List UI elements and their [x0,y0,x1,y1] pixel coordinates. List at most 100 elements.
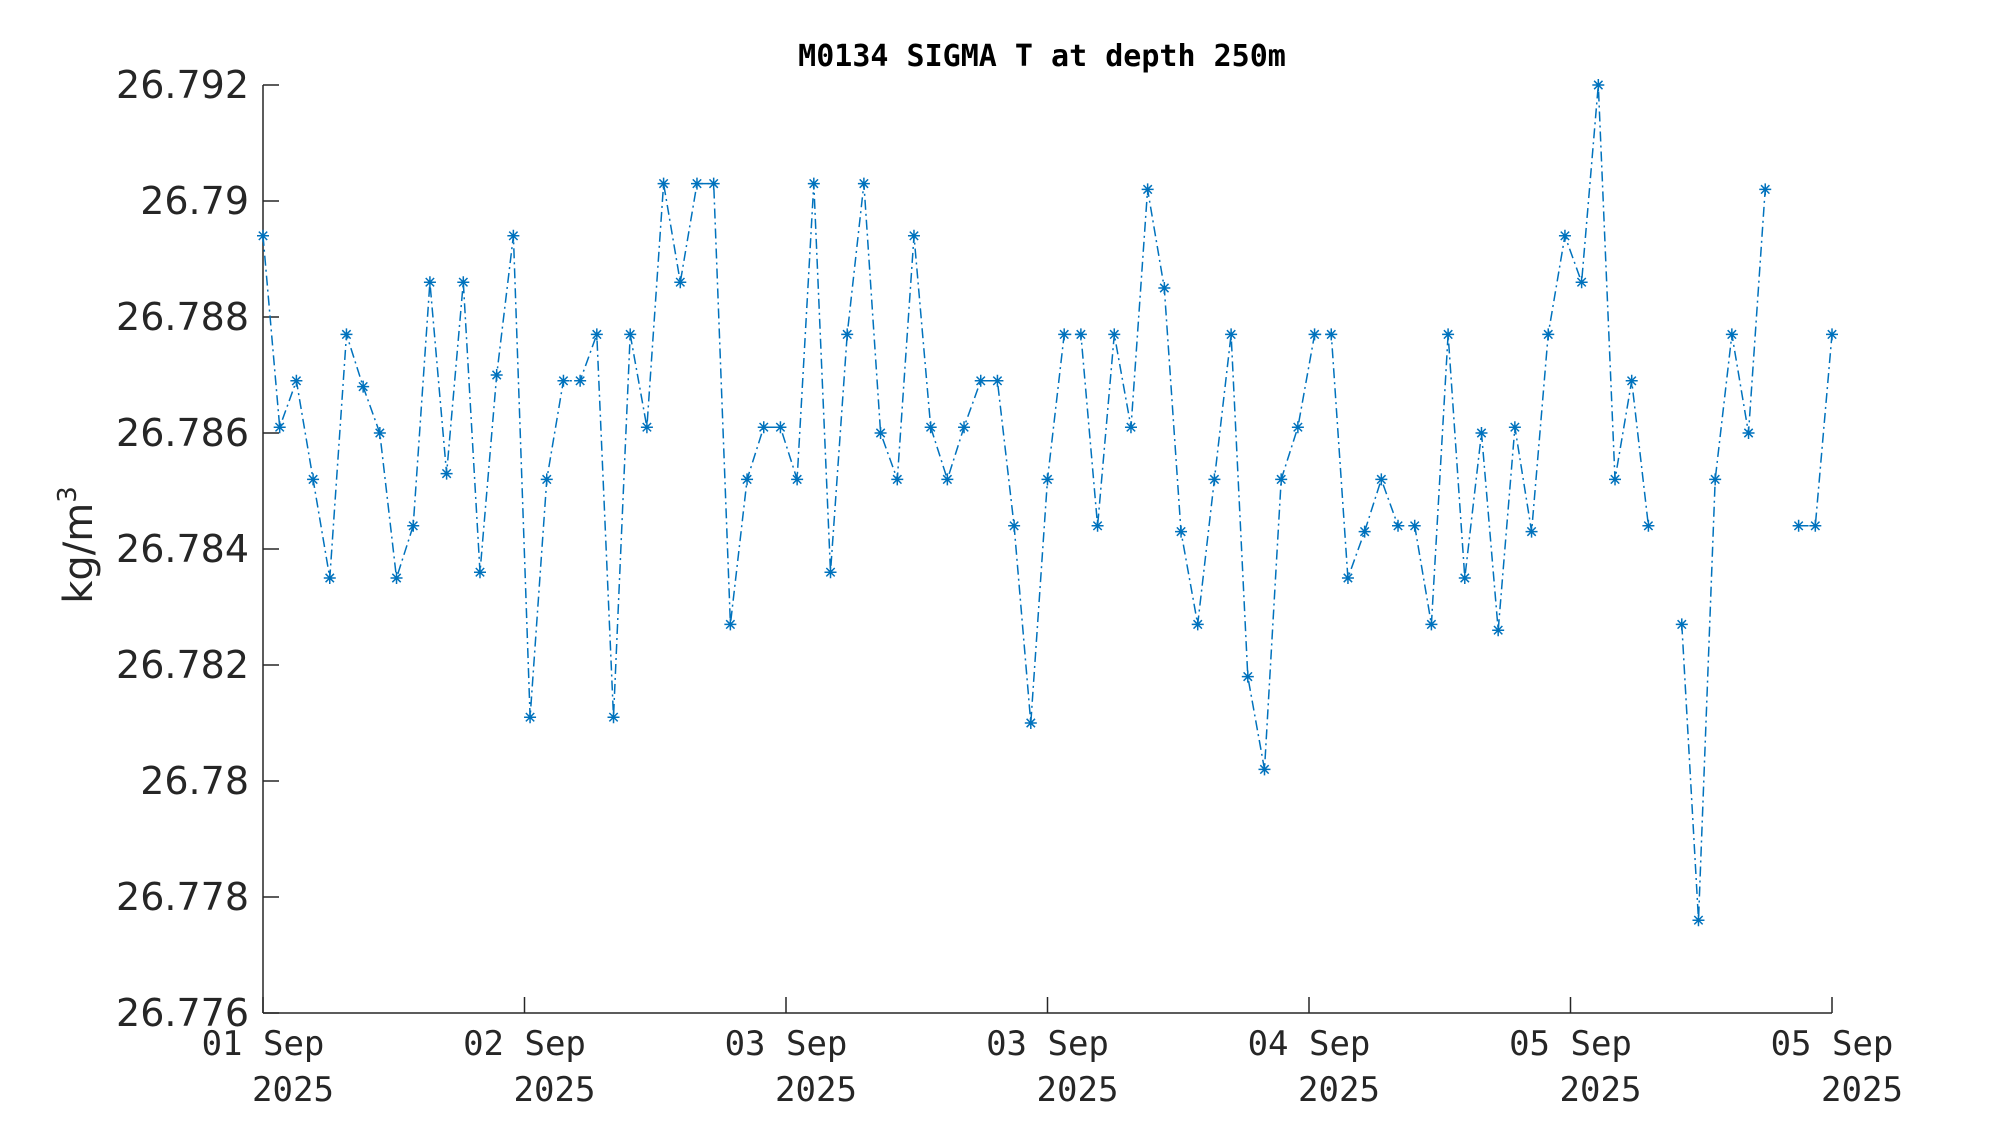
data-point [273,421,286,434]
data-point [874,427,887,439]
data-point [1225,328,1238,341]
x-tick-label-year: 2025 [775,1070,857,1110]
data-point [1008,519,1021,532]
chart-title: M0134 SIGMA T at depth 250m [798,39,1286,74]
data-point [907,229,920,242]
data-point [1525,525,1538,538]
y-tick-label: 26.788 [116,295,249,339]
y-tick-label: 26.79 [140,179,249,223]
data-point [524,711,537,724]
series-line [1681,189,1766,921]
x-tick-label-date: 01 Sep [202,1024,325,1064]
data-point [473,566,486,579]
data-point [1191,618,1204,631]
svg-text:kg/m3: kg/m3 [53,486,102,604]
data-point [724,618,737,631]
data-point [1258,763,1271,776]
data-point [1592,79,1605,91]
y-axis-label: kg/m3 [53,486,102,604]
y-tick-label: 26.78 [140,759,249,803]
y-tick-label: 26.792 [116,63,249,107]
data-point [1692,914,1705,927]
data-point [640,421,653,434]
data-point [574,374,587,387]
y-axis-label-text: kg/m [56,503,102,604]
data-point [1325,328,1338,341]
data-point [690,177,703,190]
data-point [857,177,870,190]
data-point [1542,328,1555,341]
data-point [357,380,370,393]
data-point [1809,519,1822,532]
y-axis-ticks: 26.776 26.778 26.78 26.782 26.784 26.786 26.78… [116,63,279,1035]
data-point [1625,374,1638,387]
data-point [674,276,687,289]
x-tick-label-year: 2025 [514,1070,596,1110]
x-tick-label-year: 2025 [1298,1070,1380,1110]
data-point [340,328,353,341]
x-tick-label-year: 2025 [1037,1070,1119,1110]
data-point [924,421,937,434]
data-point [1442,328,1455,341]
plot-area [257,79,1838,927]
data-point [407,519,420,532]
series-line [262,84,1650,770]
data-point [1675,618,1688,631]
data-point [1124,421,1137,434]
data-point [1091,519,1104,532]
data-point [1609,473,1622,486]
data-point [1141,183,1154,196]
data-point [741,473,754,486]
data-point [1826,328,1838,341]
data-point [1041,473,1054,486]
data-point [1408,519,1421,532]
data-point [774,421,787,434]
data-point [824,566,837,579]
x-tick-label-date: 05 Sep [1509,1024,1632,1064]
data-point [791,473,804,486]
x-tick-label-date: 02 Sep [463,1024,586,1064]
data-point [1475,427,1488,439]
data-point [1392,519,1405,532]
x-tick-label-year: 2025 [1821,1070,1903,1110]
data-point [1074,328,1087,341]
y-tick-label: 26.786 [116,411,249,455]
data-point [1208,473,1221,486]
data-point [307,473,320,486]
data-point [1275,473,1288,486]
data-point [423,276,436,289]
data-point [941,473,954,486]
data-point [757,421,770,434]
data-point [1709,473,1722,486]
data-point [1024,717,1037,729]
data-point [707,177,720,190]
data-point [1558,229,1571,242]
data-point [1508,421,1521,434]
data-point [1792,519,1805,532]
x-tick-label-year: 2025 [1560,1070,1642,1110]
data-point [507,229,520,242]
data-point [1358,525,1371,538]
data-point [1725,328,1738,341]
data-point [1425,618,1438,631]
data-point [1291,421,1304,434]
data-point [457,276,470,289]
x-tick-label-date: 05 Sep [1771,1024,1894,1064]
x-axis-ticks: 01 Sep 2025 02 Sep 2025 03 Sep 2025 03 Sep 2025… [202,997,1903,1110]
data-point [991,374,1004,387]
data-point [1241,670,1254,683]
data-point [490,369,503,381]
data-point [590,328,603,341]
data-point [607,711,620,724]
x-tick-label-date: 03 Sep [725,1024,848,1064]
data-point [1158,282,1171,294]
y-tick-label: 26.784 [116,527,249,571]
data-point [1642,519,1655,532]
data-point [1108,328,1121,341]
data-point [323,572,336,584]
data-point [1308,328,1321,341]
data-point [1458,572,1471,584]
data-point [1175,525,1188,538]
data-point [807,177,820,190]
